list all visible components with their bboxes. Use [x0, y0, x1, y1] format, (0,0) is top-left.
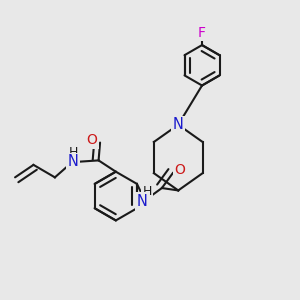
- Text: O: O: [86, 133, 97, 147]
- Text: N: N: [136, 194, 147, 209]
- Text: N: N: [68, 154, 79, 169]
- Text: F: F: [198, 26, 206, 40]
- Text: H: H: [69, 146, 78, 160]
- Text: N: N: [173, 117, 184, 132]
- Text: O: O: [174, 163, 185, 177]
- Text: H: H: [142, 184, 152, 197]
